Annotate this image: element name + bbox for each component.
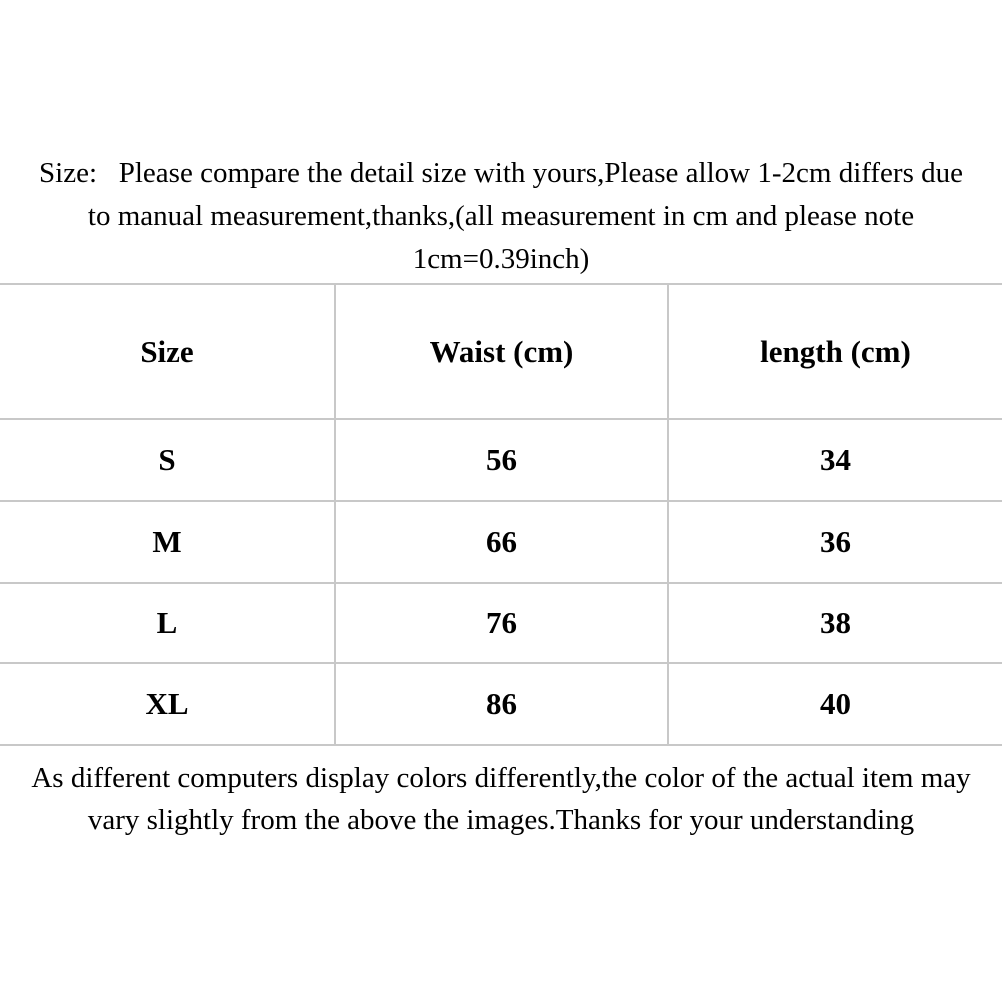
table-row-l: L 76 38 <box>0 582 1002 664</box>
color-disclaimer-line-1: As different computers display colors di… <box>31 762 971 794</box>
cell-length-m: 36 <box>668 500 1002 584</box>
measurement-note: Size: Please compare the detail size wit… <box>0 152 1002 281</box>
cell-length-l: 38 <box>668 582 1002 664</box>
size-table: Size Waist (cm) length (cm) S 56 34 M 66… <box>0 283 1002 746</box>
cell-size-s: S <box>0 418 336 502</box>
table-row-xl: XL 86 40 <box>0 662 1002 746</box>
color-disclaimer-line-2: vary slightly from the above the images.… <box>87 804 915 836</box>
header-cell-waist: Waist (cm) <box>335 283 669 420</box>
size-table-header-row: Size Waist (cm) length (cm) <box>0 283 1002 420</box>
cell-length-s: 34 <box>668 418 1002 502</box>
cell-size-m: M <box>0 500 336 584</box>
cell-size-xl: XL <box>0 662 336 746</box>
measurement-note-line-3: 1cm=0.39inch) <box>412 243 590 275</box>
cell-length-xl: 40 <box>668 662 1002 746</box>
measurement-note-line-2: to manual measurement,thanks,(all measur… <box>87 200 915 232</box>
cell-waist-xl: 86 <box>335 662 669 746</box>
cell-waist-m: 66 <box>335 500 669 584</box>
header-cell-size: Size <box>0 283 336 420</box>
cell-size-l: L <box>0 582 336 664</box>
table-row-m: M 66 36 <box>0 500 1002 584</box>
table-row-s: S 56 34 <box>0 418 1002 502</box>
header-cell-length: length (cm) <box>668 283 1002 420</box>
cell-waist-s: 56 <box>335 418 669 502</box>
color-disclaimer-note: As different computers display colors di… <box>0 757 1002 841</box>
measurement-note-line-1: Size: Please compare the detail size wit… <box>39 157 963 189</box>
cell-waist-l: 76 <box>335 582 669 664</box>
